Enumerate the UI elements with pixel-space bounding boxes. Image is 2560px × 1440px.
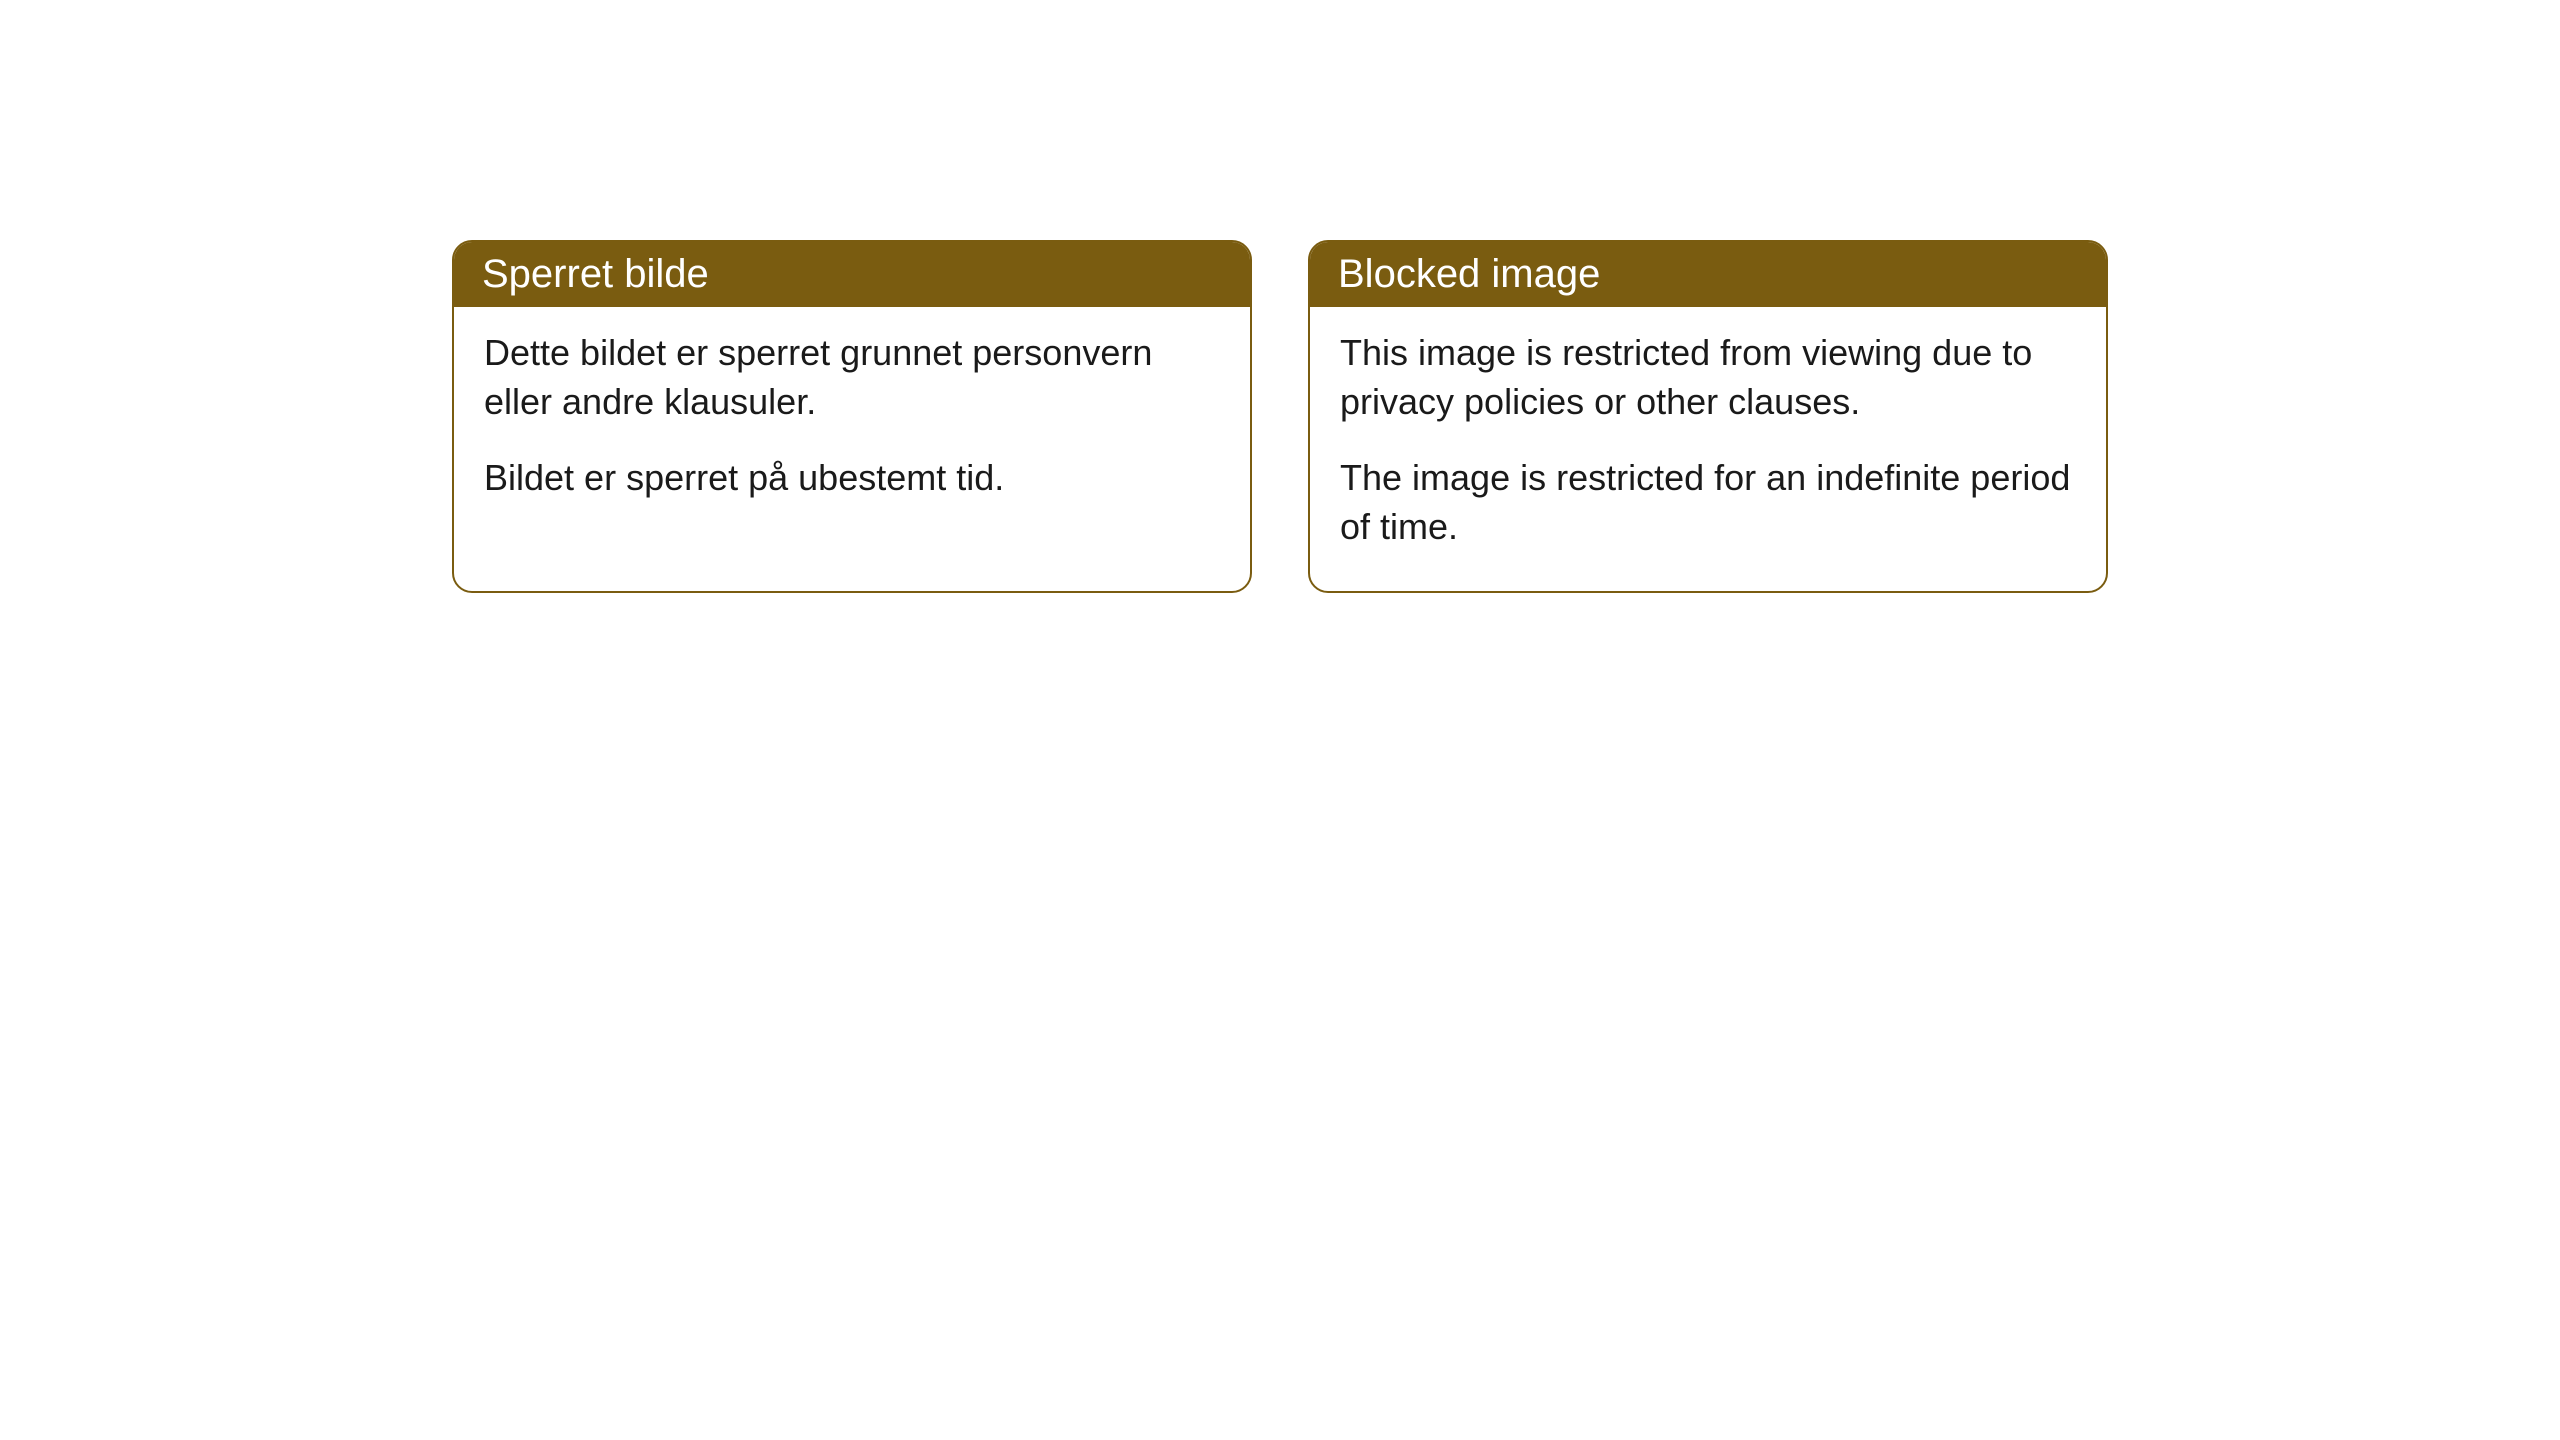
card-title: Blocked image xyxy=(1338,252,1600,296)
notice-text-1: Dette bildet er sperret grunnet personve… xyxy=(484,329,1220,426)
card-header-norwegian: Sperret bilde xyxy=(454,242,1250,307)
card-title: Sperret bilde xyxy=(482,252,709,296)
blocked-image-card-english: Blocked image This image is restricted f… xyxy=(1308,240,2108,593)
notice-container: Sperret bilde Dette bildet er sperret gr… xyxy=(0,0,2560,593)
card-body-english: This image is restricted from viewing du… xyxy=(1310,307,2106,591)
card-header-english: Blocked image xyxy=(1310,242,2106,307)
notice-text-2: The image is restricted for an indefinit… xyxy=(1340,454,2076,551)
blocked-image-card-norwegian: Sperret bilde Dette bildet er sperret gr… xyxy=(452,240,1252,593)
notice-text-1: This image is restricted from viewing du… xyxy=(1340,329,2076,426)
notice-text-2: Bildet er sperret på ubestemt tid. xyxy=(484,454,1220,503)
card-body-norwegian: Dette bildet er sperret grunnet personve… xyxy=(454,307,1250,543)
